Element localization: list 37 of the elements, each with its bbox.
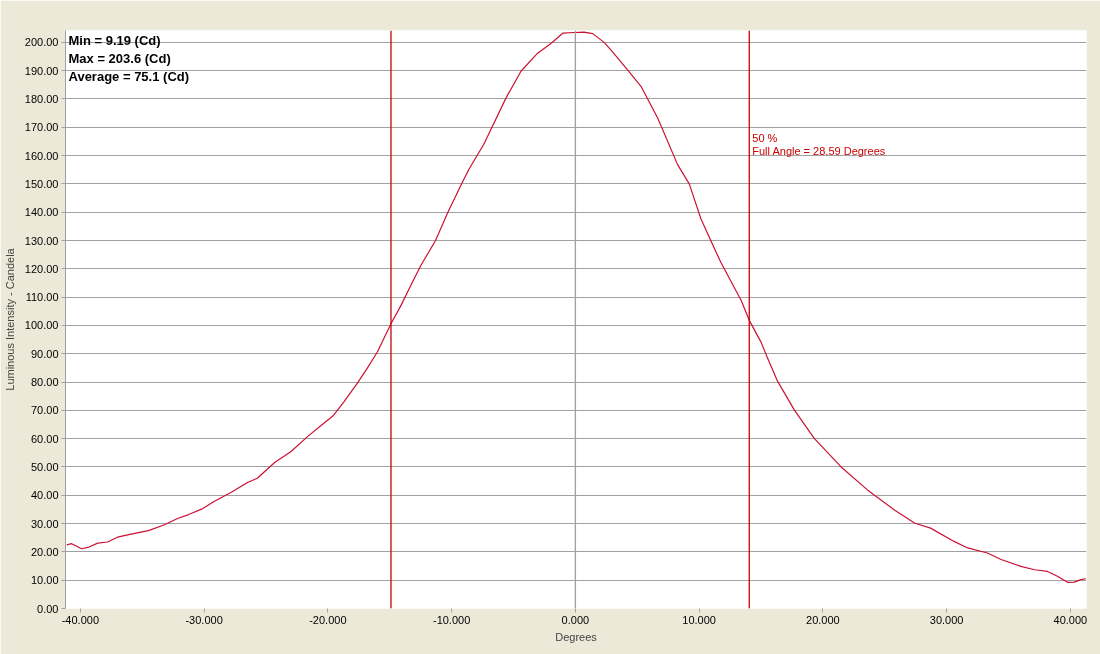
x-tick-label: -30.000	[185, 613, 223, 626]
y-tick-label: 200.00	[24, 36, 59, 49]
annotation: 50 % Full Angle = 28.59 Degrees	[752, 131, 886, 158]
y-tick-label: 20.00	[30, 545, 59, 558]
annotation: Average = 75.1 (Cd)	[68, 68, 190, 84]
x-tick-label: 40.000	[1053, 613, 1088, 626]
x-tick-label: 10.000	[682, 613, 716, 626]
x-tick-label: 20.000	[806, 613, 840, 626]
y-tick-label: 140.00	[24, 206, 59, 219]
y-axis-title: Luminous Intensity - Candela	[3, 247, 16, 391]
x-tick-label: -40.000	[61, 613, 100, 626]
y-tick-label: 0.00	[37, 602, 59, 615]
line-series	[66, 31, 1087, 584]
y-tick-label: 190.00	[24, 64, 59, 77]
y-tick-label: 10.00	[30, 574, 59, 587]
y-tick-label: 90.00	[30, 347, 59, 360]
y-tick-label: 30.00	[30, 517, 59, 530]
y-tick-label: 70.00	[30, 404, 59, 417]
y-tick-label: 130.00	[24, 234, 59, 247]
y-tick-label: 180.00	[24, 93, 59, 105]
x-axis-title: Degrees	[555, 630, 598, 643]
annotation: Min = 9.19 (Cd)	[68, 32, 161, 48]
y-tick-label: 40.00	[30, 489, 59, 502]
annotation: Max = 203.6 (Cd)	[68, 50, 171, 66]
y-tick-label: 160.00	[24, 149, 59, 162]
y-tick-label: 50.00	[30, 460, 59, 473]
x-tick-label: -10.000	[432, 613, 471, 626]
y-tick-label: 100.00	[24, 319, 59, 332]
y-tick-label: 120.00	[24, 262, 59, 275]
x-tick-label: 0.000	[561, 613, 590, 626]
x-tick-label: -20.000	[309, 613, 347, 626]
y-tick-label: 170.00	[24, 121, 59, 134]
y-tick-label: 80.00	[30, 376, 59, 389]
y-tick-label: 150.00	[24, 177, 59, 190]
x-tick-label: 30.000	[929, 613, 964, 626]
y-tick-label: 110.00	[25, 291, 59, 304]
y-tick-label: 60.00	[30, 432, 59, 445]
